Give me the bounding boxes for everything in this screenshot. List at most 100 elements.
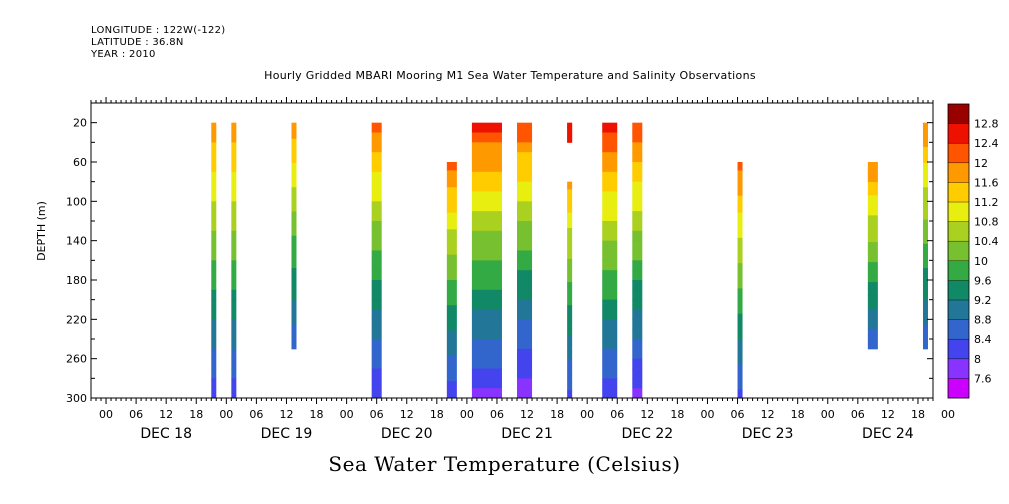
temperature-cell bbox=[517, 181, 533, 192]
temperature-cell bbox=[291, 195, 297, 204]
temperature-cell bbox=[471, 171, 502, 183]
temperature-cell bbox=[867, 235, 878, 243]
colorbar: 7.6 8 8.4 8.8 9.2 9.6 10 10.4 10.8 11.2 11.6 12 12.4… bbox=[947, 103, 999, 399]
x-hour-label: 00 bbox=[700, 408, 714, 421]
temperature-cell bbox=[602, 240, 618, 251]
temperature-cell bbox=[737, 313, 743, 323]
colorbar-tick-label: 9.2 bbox=[974, 294, 992, 307]
temperature-cell bbox=[737, 389, 743, 399]
temperature-cell bbox=[567, 320, 573, 329]
temperature-cell bbox=[922, 179, 928, 188]
temperature-cell bbox=[517, 339, 533, 350]
temperature-cell bbox=[567, 374, 573, 384]
colorbar-swatch bbox=[948, 319, 969, 340]
temperature-cell bbox=[737, 288, 743, 298]
temperature-cell bbox=[446, 195, 457, 205]
temperature-cell bbox=[517, 221, 533, 232]
temperature-cell bbox=[737, 339, 743, 348]
temperature-cell bbox=[211, 378, 217, 389]
temperature-cell bbox=[291, 235, 297, 245]
temperature-cell bbox=[567, 189, 573, 198]
temperature-cell bbox=[291, 138, 297, 148]
temperature-profiles bbox=[211, 122, 928, 399]
colorbar-swatch bbox=[948, 123, 969, 144]
temperature-cell bbox=[922, 163, 928, 172]
temperature-cell bbox=[231, 221, 237, 232]
temperature-cell bbox=[737, 322, 743, 332]
temperature-cell bbox=[446, 347, 457, 357]
temperature-cell bbox=[291, 340, 297, 350]
temperature-cell bbox=[446, 305, 457, 315]
temperature-cell bbox=[371, 368, 382, 379]
temperature-cell bbox=[291, 146, 297, 156]
temperature-cell bbox=[602, 260, 618, 271]
colorbar-tick-label: 9.6 bbox=[974, 274, 992, 287]
temperature-cell bbox=[922, 300, 928, 309]
temperature-cell bbox=[632, 201, 643, 212]
colorbar-tick-label: 8 bbox=[974, 353, 981, 366]
temperature-cell bbox=[867, 295, 878, 303]
temperature-cell bbox=[922, 332, 928, 342]
temperature-cell bbox=[517, 250, 533, 261]
temperature-cell bbox=[517, 388, 533, 399]
temperature-cell bbox=[291, 324, 297, 334]
temperature-cell bbox=[471, 132, 502, 143]
colorbar-tick-label: 12.8 bbox=[974, 118, 999, 131]
temperature-cell bbox=[632, 368, 643, 379]
temperature-cell bbox=[632, 250, 643, 261]
temperature-cell bbox=[291, 179, 297, 188]
temperature-profile bbox=[737, 162, 743, 399]
temperature-cell bbox=[471, 378, 502, 389]
temperature-cell bbox=[602, 299, 618, 310]
y-tick-label: 20 bbox=[73, 117, 87, 130]
temperature-cell bbox=[867, 335, 878, 343]
y-tick-label: 100 bbox=[66, 195, 87, 208]
colorbar-tick-label: 11.2 bbox=[974, 196, 999, 209]
temperature-cell bbox=[211, 181, 217, 192]
temperature-cell bbox=[567, 305, 573, 314]
temperature-cell bbox=[471, 368, 502, 379]
temperature-cell bbox=[602, 191, 618, 202]
temperature-cell bbox=[602, 368, 618, 379]
temperature-cell bbox=[371, 289, 382, 301]
temperature-cell bbox=[517, 162, 533, 173]
temperature-cell bbox=[602, 378, 618, 389]
temperature-cell bbox=[291, 276, 297, 285]
temperature-cell bbox=[567, 197, 573, 206]
temperature-cell bbox=[231, 171, 237, 183]
temperature-cell bbox=[231, 319, 237, 330]
colorbar-tick-label: 8.4 bbox=[974, 333, 992, 346]
temperature-cell bbox=[737, 246, 743, 256]
colorbar-swatch bbox=[948, 104, 969, 124]
x-day-label: DEC 18 bbox=[140, 426, 192, 442]
temperature-cell bbox=[211, 339, 217, 350]
plot-frame bbox=[90, 102, 934, 399]
temperature-cell bbox=[371, 191, 382, 202]
temperature-cell bbox=[446, 229, 457, 239]
temperature-cell bbox=[567, 139, 573, 141]
temperature-cell bbox=[737, 170, 743, 180]
x-hour-label: 06 bbox=[731, 408, 745, 421]
temperature-cell bbox=[922, 130, 928, 140]
temperature-cell bbox=[922, 203, 928, 213]
temperature-cell bbox=[291, 187, 297, 196]
x-hour-label: 18 bbox=[791, 408, 805, 421]
y-tick-label: 260 bbox=[66, 353, 87, 366]
temperature-cell bbox=[517, 299, 533, 310]
temperature-cell bbox=[567, 124, 573, 126]
temperature-cell bbox=[211, 191, 217, 202]
temperature-cell bbox=[471, 388, 502, 399]
temperature-cell bbox=[867, 322, 878, 330]
temperature-cell bbox=[471, 280, 502, 291]
temperature-cell bbox=[632, 329, 643, 340]
temperature-cell bbox=[231, 250, 237, 261]
colorbar-tick-label: 12 bbox=[974, 157, 988, 170]
x-day-label: DEC 19 bbox=[261, 426, 313, 442]
y-axis: 20 60 100 140 180 220 260 300 bbox=[66, 102, 933, 405]
temperature-cell bbox=[737, 355, 743, 365]
temperature-cell bbox=[567, 126, 573, 129]
temperature-cell bbox=[471, 191, 502, 202]
temperature-cell bbox=[632, 152, 643, 163]
temperature-cell bbox=[371, 211, 382, 222]
temperature-cell bbox=[567, 136, 573, 138]
